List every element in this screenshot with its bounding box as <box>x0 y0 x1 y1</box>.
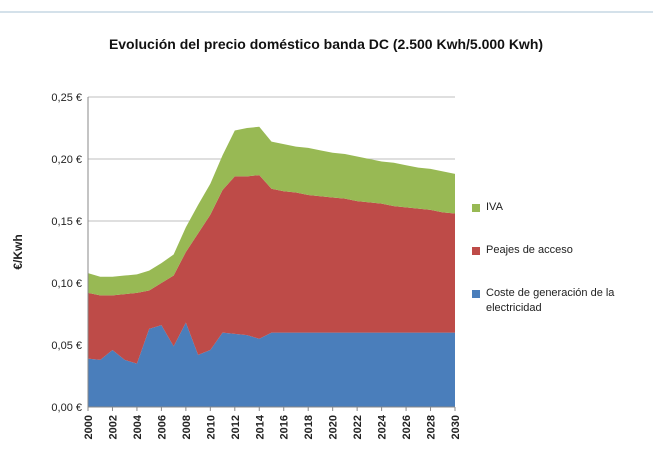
legend-label: Peajes de acceso <box>486 244 573 256</box>
y-tick-label: 0,10 € <box>51 278 82 290</box>
x-tick-label: 2016 <box>279 415 291 439</box>
legend-item: IVA <box>472 200 647 215</box>
y-tick-label: 0,15 € <box>51 216 82 228</box>
y-tick-label: 0,05 € <box>51 340 82 352</box>
legend-label: Coste de generación de la electricidad <box>486 287 615 314</box>
x-tick-label: 2018 <box>303 415 315 439</box>
y-tick-label: 0,00 € <box>51 402 82 414</box>
x-tick-label: 2008 <box>181 415 193 439</box>
legend-swatch <box>472 290 480 298</box>
x-tick-label: 2000 <box>83 415 95 439</box>
x-tick-label: 2024 <box>377 414 389 439</box>
y-axis-label: €/Kwh <box>11 234 25 269</box>
area <box>88 322 455 407</box>
x-tick-label: 2028 <box>426 415 438 439</box>
legend: IVA Peajes de acceso Coste de generación d… <box>472 200 647 344</box>
x-tick-label: 2002 <box>107 415 119 439</box>
x-tick-label: 2004 <box>132 414 144 439</box>
x-tick-label: 2012 <box>230 415 242 439</box>
area <box>88 175 455 364</box>
area <box>88 126 455 296</box>
x-tick-label: 2026 <box>401 415 413 439</box>
legend-swatch <box>472 204 480 212</box>
x-tick-label: 2020 <box>328 415 340 439</box>
y-tick-label: 0,25 € <box>51 92 82 104</box>
legend-swatch <box>472 247 480 255</box>
x-tick-label: 2030 <box>450 415 462 439</box>
y-tick-label: 0,20 € <box>51 154 82 166</box>
x-tick-label: 2006 <box>156 415 168 439</box>
x-tick-label: 2014 <box>254 414 266 439</box>
chart-title: Evolución del precio doméstico banda DC … <box>109 36 543 52</box>
legend-label: IVA <box>486 201 503 213</box>
x-tick-label: 2022 <box>352 415 364 439</box>
legend-item: Coste de generación de la electricidad <box>472 286 647 316</box>
legend-item: Peajes de acceso <box>472 243 647 258</box>
x-tick-label: 2010 <box>205 415 217 439</box>
